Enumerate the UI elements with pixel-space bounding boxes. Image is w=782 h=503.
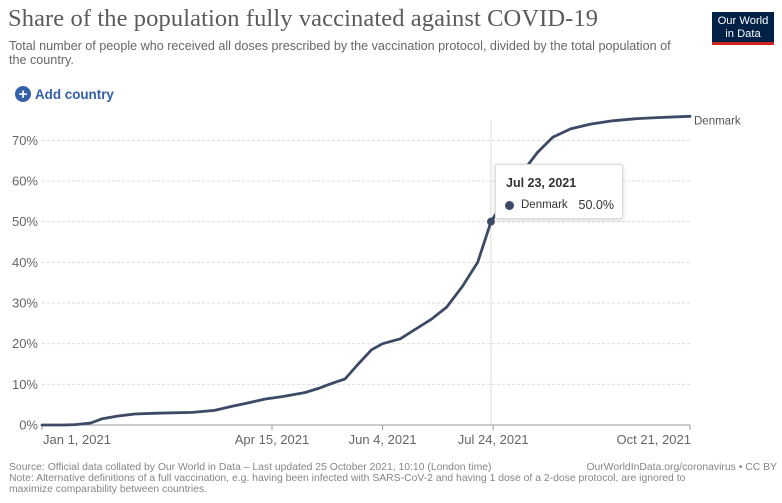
y-tick-label: 40% — [12, 255, 38, 270]
y-tick-label: 20% — [12, 336, 38, 351]
hover-tooltip: Jul 23, 2021 Denmark 50.0% — [495, 164, 623, 219]
logo-line-2: in Data — [725, 28, 761, 40]
series-line-denmark[interactable] — [40, 114, 692, 427]
license-link[interactable]: OurWorldInData.org/coronavirus • CC BY — [586, 462, 777, 473]
y-tick-label: 50% — [12, 214, 38, 229]
footer: Source: Official data collated by Our Wo… — [9, 462, 777, 495]
x-tick-label: Oct 21, 2021 — [617, 432, 691, 447]
owid-logo[interactable]: Our World in Data — [712, 12, 774, 45]
add-country-label: Add country — [35, 86, 114, 102]
y-tick-label: 10% — [12, 377, 38, 392]
hover-point — [486, 217, 495, 226]
logo-line-1: Our World — [717, 15, 769, 27]
series-end-label: Denmark — [694, 115, 741, 127]
x-tick-label: Apr 15, 2021 — [235, 432, 309, 447]
add-country-button[interactable]: + Add country — [15, 86, 114, 102]
x-tick-label: Jul 24, 2021 — [458, 432, 529, 447]
axes: 0% 10% 20% 30% 40% 50% 60% 70% Jan 1, 2021 Apr 15… — [12, 133, 691, 447]
tooltip-date: Jul 23, 2021 — [506, 176, 577, 190]
series-layer[interactable]: Denmark — [40, 114, 741, 427]
series-marker-icon — [505, 200, 514, 210]
tooltip-value: 50.0% — [578, 198, 614, 212]
tooltip-row: Denmark 50.0% — [505, 198, 614, 212]
y-tick-label: 0% — [19, 418, 38, 433]
x-tick-label: Jun 4, 2021 — [349, 432, 417, 447]
source-text: Source: Official data collated by Our Wo… — [9, 462, 492, 473]
footnote: Note: Alternative definitions of a full … — [9, 473, 686, 495]
x-tick-label: Jan 1, 2021 — [43, 432, 111, 447]
tooltip-series-name: Denmark — [521, 199, 568, 211]
y-tick-label: 70% — [12, 133, 38, 148]
chart-title: Share of the population fully vaccinated… — [8, 5, 599, 32]
chart-subtitle: Total number of people who received all … — [9, 39, 671, 67]
y-tick-label: 60% — [12, 174, 38, 189]
plus-circle-icon: + — [15, 86, 31, 102]
y-tick-label: 30% — [12, 296, 38, 311]
